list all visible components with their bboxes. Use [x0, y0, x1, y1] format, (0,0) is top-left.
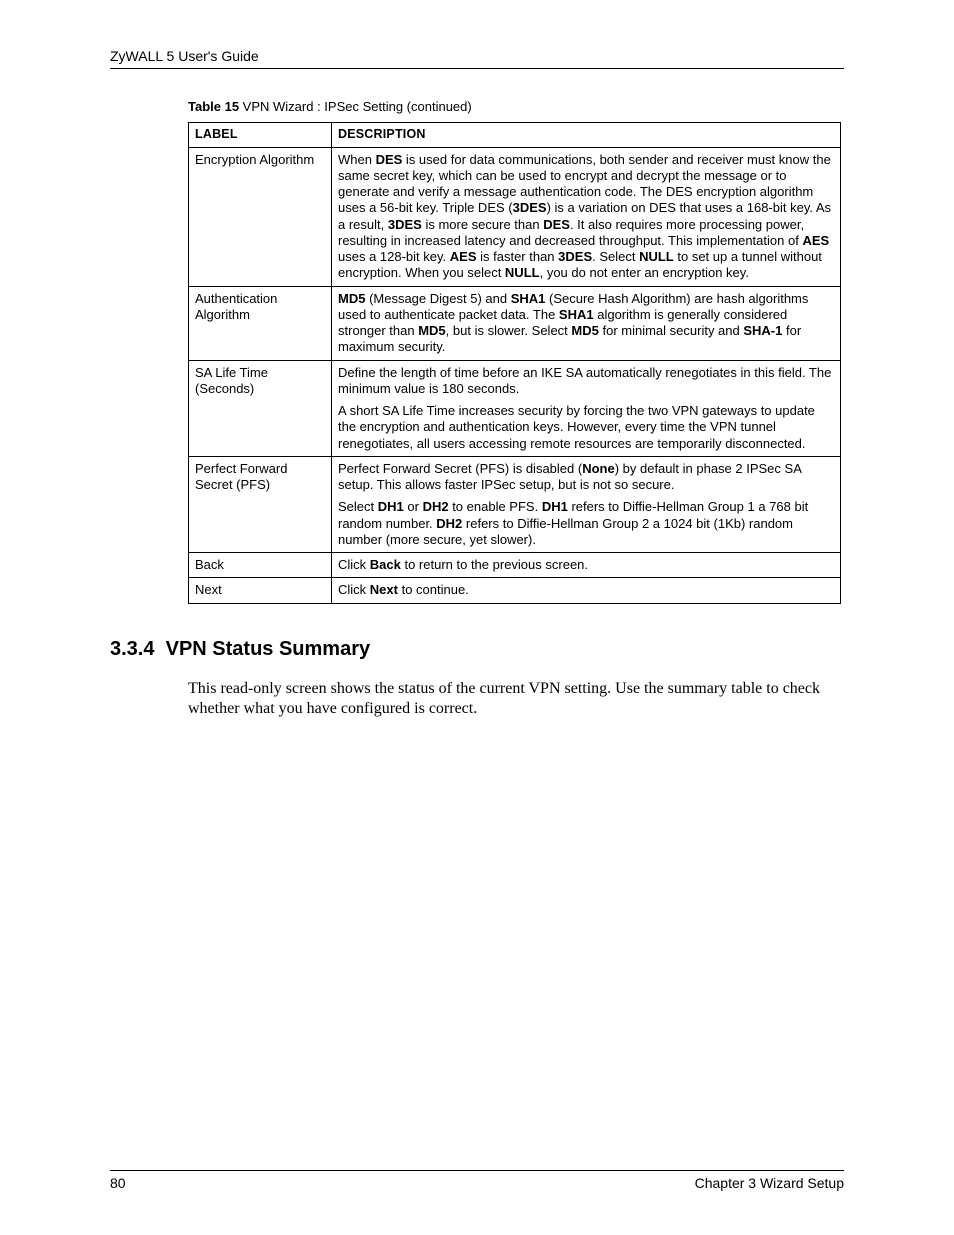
column-header-description: DESCRIPTION: [332, 123, 841, 148]
ipsec-settings-table: LABEL DESCRIPTION Encryption AlgorithmWh…: [188, 122, 841, 604]
row-label: SA Life Time (Seconds): [189, 360, 332, 456]
row-description: Click Back to return to the previous scr…: [332, 553, 841, 578]
table-row: Perfect Forward Secret (PFS)Perfect Forw…: [189, 456, 841, 552]
section-number: 3.3.4: [110, 638, 154, 660]
header-title: ZyWALL 5 User's Guide: [110, 48, 259, 64]
row-description: Define the length of time before an IKE …: [332, 360, 841, 456]
section-paragraph: This read-only screen shows the status o…: [188, 679, 844, 721]
column-header-label: LABEL: [189, 123, 332, 148]
row-label: Encryption Algorithm: [189, 147, 332, 286]
row-description: Click Next to continue.: [332, 578, 841, 603]
table-body: Encryption AlgorithmWhen DES is used for…: [189, 147, 841, 603]
table-row: Authentication AlgorithmMD5 (Message Dig…: [189, 286, 841, 360]
row-label: Next: [189, 578, 332, 603]
row-label: Back: [189, 553, 332, 578]
table-title: VPN Wizard : IPSec Setting (continued): [239, 99, 472, 114]
table-row: SA Life Time (Seconds)Define the length …: [189, 360, 841, 456]
row-description: Perfect Forward Secret (PFS) is disabled…: [332, 456, 841, 552]
row-description: MD5 (Message Digest 5) and SHA1 (Secure …: [332, 286, 841, 360]
table-row: Encryption AlgorithmWhen DES is used for…: [189, 147, 841, 286]
table-row: BackClick Back to return to the previous…: [189, 553, 841, 578]
section-heading: 3.3.4 VPN Status Summary: [110, 638, 844, 661]
chapter-label: Chapter 3 Wizard Setup: [695, 1175, 844, 1191]
page-footer: 80 Chapter 3 Wizard Setup: [110, 1170, 844, 1191]
row-label: Authentication Algorithm: [189, 286, 332, 360]
section-title: VPN Status Summary: [166, 638, 371, 660]
row-description: When DES is used for data communications…: [332, 147, 841, 286]
page-number: 80: [110, 1175, 126, 1191]
running-header: ZyWALL 5 User's Guide: [110, 48, 844, 69]
table-number: Table 15: [188, 99, 239, 114]
table-caption: Table 15 VPN Wizard : IPSec Setting (con…: [188, 99, 844, 114]
row-label: Perfect Forward Secret (PFS): [189, 456, 332, 552]
table-row: NextClick Next to continue.: [189, 578, 841, 603]
